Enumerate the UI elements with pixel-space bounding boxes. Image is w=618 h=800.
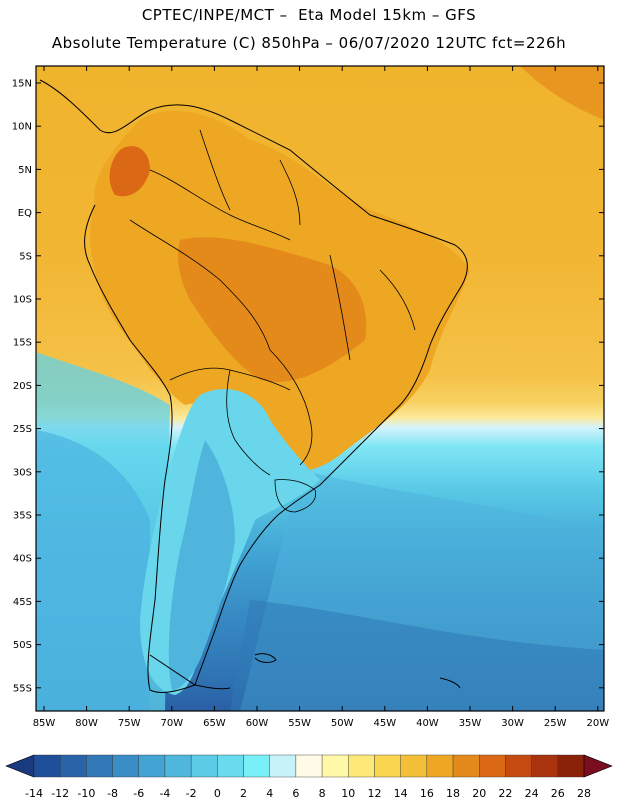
- colorbar-swatch: [531, 754, 559, 778]
- chart-title-line1: CPTEC/INPE/MCT – Eta Model 15km – GFS: [141, 6, 477, 24]
- colorbar-label: 4: [266, 787, 273, 800]
- lat-label-30s: 30S: [13, 467, 32, 478]
- colorbar-label: 12: [367, 787, 381, 800]
- colorbar-swatch: [138, 754, 166, 778]
- colorbar-label: 28: [577, 787, 591, 800]
- colorbar-label: -12: [51, 787, 69, 800]
- colorbar-swatch: [86, 754, 113, 778]
- longitude-axis: 85W 80W 75W 70W 65W 60W 55W 50W 45W 40W 35W 30W 25W 2…: [33, 66, 609, 729]
- lat-label-10n: 10N: [12, 122, 32, 133]
- colorbar-label: 14: [394, 787, 408, 800]
- lat-label-5s: 5S: [19, 251, 32, 262]
- colorbar-swatch: [452, 754, 480, 778]
- colorbar-swatch: [348, 754, 375, 778]
- colorbar-label: -14: [25, 787, 43, 800]
- lon-label-80w: 80W: [75, 718, 98, 729]
- colorbar-label: 2: [240, 787, 247, 800]
- latitude-axis: 15N 10N 5N EQ 5S 10S 15S 20S 25S 30S 35S 40S 45S 50S 5…: [12, 79, 604, 694]
- colorbar-swatch: [400, 754, 428, 778]
- lat-label-25s: 25S: [13, 424, 32, 435]
- colorbar-label: 24: [525, 787, 539, 800]
- chart-title-line2: Absolute Temperature (C) 850hPa – 06/07/…: [51, 34, 567, 52]
- colorbar-swatch: [479, 754, 506, 778]
- lon-label-50w: 50W: [331, 718, 354, 729]
- colorbar-swatch: [505, 754, 532, 778]
- colorbar-label: -6: [133, 787, 144, 800]
- colorbar-swatch: [59, 754, 87, 778]
- lon-label-85w: 85W: [33, 718, 56, 729]
- lon-label-35w: 35W: [459, 718, 482, 729]
- colorbar-label: 8: [319, 787, 326, 800]
- land-hot-region: [178, 237, 367, 382]
- lat-label-eq: EQ: [18, 208, 32, 219]
- lat-label-5n: 5N: [18, 165, 32, 176]
- map-plot-area: [36, 66, 604, 711]
- colorbar-label: 20: [472, 787, 486, 800]
- lat-label-55s: 55S: [13, 683, 32, 694]
- colorbar-swatch: [33, 754, 61, 778]
- lon-label-75w: 75W: [118, 718, 141, 729]
- colorbar-label: 10: [341, 787, 355, 800]
- colorbar-swatch: [557, 754, 585, 778]
- lon-label-20w: 20W: [586, 718, 609, 729]
- lat-label-15n: 15N: [12, 79, 32, 90]
- lon-label-65w: 65W: [203, 718, 226, 729]
- lon-label-30w: 30W: [501, 718, 524, 729]
- country-borders: [129, 129, 416, 513]
- lon-label-40w: 40W: [416, 718, 439, 729]
- colorbar-right-arrow: [583, 754, 613, 778]
- colorbar-label: -2: [186, 787, 197, 800]
- lon-label-55w: 55W: [288, 718, 311, 729]
- colorbar-swatch: [426, 754, 454, 778]
- colorbar-label: 0: [214, 787, 221, 800]
- colorbar-swatch: [217, 754, 244, 778]
- lon-label-25w: 25W: [544, 718, 567, 729]
- lat-label-20s: 20S: [13, 381, 32, 392]
- lon-label-45w: 45W: [373, 718, 396, 729]
- andes-north-hot-spot: [109, 146, 150, 197]
- colorbar-swatch: [321, 754, 349, 778]
- colorbar-swatch: [190, 754, 218, 778]
- patagonia-cold-region: [168, 440, 235, 690]
- lat-label-15s: 15S: [13, 338, 32, 349]
- atlantic-colder-region: [230, 600, 604, 711]
- pacific-colder-region: [36, 430, 150, 711]
- lon-label-60w: 60W: [246, 718, 269, 729]
- colorbar: -14 -12 -10 -8 -6 -4 -2 0 2 4 6 8 10 12 14 16 18 20 22 24 26…: [5, 754, 613, 800]
- colorbar-label: 26: [551, 787, 565, 800]
- colorbar-swatch: [374, 754, 401, 778]
- colorbar-swatch: [112, 754, 139, 778]
- colorbar-label: -4: [159, 787, 170, 800]
- caribbean-warm-patch: [520, 66, 604, 120]
- lat-label-50s: 50S: [13, 640, 32, 651]
- lat-label-10s: 10S: [13, 295, 32, 306]
- colorbar-swatch: [243, 754, 270, 778]
- coastlines: [39, 79, 468, 693]
- lat-label-35s: 35S: [13, 511, 32, 522]
- lat-label-45s: 45S: [13, 597, 32, 608]
- colorbar-swatch: [295, 754, 323, 778]
- colorbar-swatch: [164, 754, 192, 778]
- colorbar-left-arrow: [5, 754, 35, 778]
- colorbar-label: 22: [498, 787, 512, 800]
- colorbar-swatch: [269, 754, 297, 778]
- colorbar-label: 6: [292, 787, 299, 800]
- colorbar-label: -8: [107, 787, 118, 800]
- lat-label-40s: 40S: [13, 554, 32, 565]
- map-frame: [35, 65, 605, 712]
- colorbar-label: 18: [446, 787, 460, 800]
- colorbar-label: 16: [420, 787, 434, 800]
- lon-label-70w: 70W: [160, 718, 183, 729]
- colorbar-label: -10: [77, 787, 95, 800]
